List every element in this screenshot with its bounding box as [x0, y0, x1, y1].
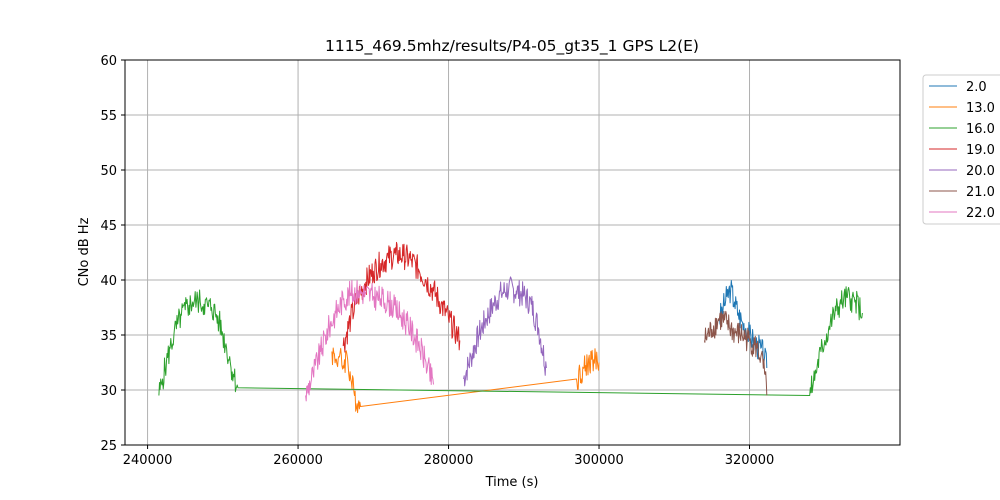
y-tick-label: 40 — [100, 274, 117, 289]
x-tick-label: 240000 — [123, 453, 173, 468]
y-axis: 25 30 35 40 45 50 55 60 — [100, 54, 125, 454]
series-line-20.0 — [463, 276, 547, 387]
series-line-21.0 — [703, 310, 768, 396]
y-tick-label: 45 — [100, 219, 117, 234]
legend-box — [922, 74, 1000, 225]
x-tick-label: 260000 — [273, 453, 323, 468]
y-tick-label: 60 — [100, 54, 117, 69]
y-tick-label: 50 — [100, 164, 117, 179]
legend-label: 22.0 — [966, 206, 995, 221]
x-tick-label: 300000 — [574, 453, 624, 468]
x-axis: 240000 260000 280000 300000 320000 — [123, 445, 775, 468]
y-tick-label: 30 — [100, 384, 117, 399]
y-axis-label: CNo dB Hz — [77, 217, 92, 286]
y-tick-label: 55 — [100, 109, 117, 124]
legend-label: 19.0 — [966, 143, 995, 158]
chart-title: 1115_469.5mhz/results/P4-05_gt35_1 GPS L… — [325, 37, 699, 56]
series-line-22.0 — [305, 280, 434, 402]
legend-label: 16.0 — [966, 122, 995, 137]
series-line-13.0 — [331, 347, 600, 414]
x-tick-label: 320000 — [725, 453, 775, 468]
legend: 2.0 13.0 16.0 19.0 20.0 21.0 22.0 — [922, 74, 1000, 225]
legend-label: 13.0 — [966, 101, 995, 116]
x-axis-label: Time (s) — [485, 475, 539, 490]
y-tick-label: 35 — [100, 329, 117, 344]
x-tick-label: 280000 — [424, 453, 474, 468]
legend-label: 2.0 — [966, 80, 987, 95]
series-line-16.0 — [158, 286, 863, 396]
series-layer — [158, 241, 863, 414]
legend-label: 21.0 — [966, 185, 995, 200]
y-tick-label: 25 — [100, 439, 117, 454]
legend-label: 20.0 — [966, 164, 995, 179]
plot-frame — [124, 59, 901, 446]
series-line-2.0 — [718, 280, 768, 369]
